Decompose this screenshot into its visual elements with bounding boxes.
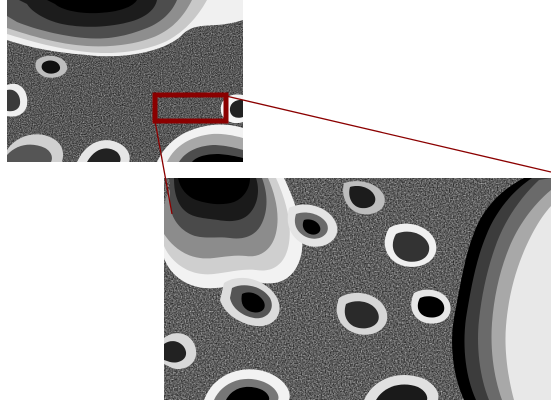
fractal-zoomed-svg — [164, 178, 551, 400]
overview-bottom-bulbs — [7, 124, 243, 162]
overview-left-bulbs — [7, 55, 68, 117]
fractal-overview-image — [7, 0, 243, 162]
fractal-zoomed-image — [164, 178, 551, 400]
fractal-overview-svg — [7, 0, 243, 162]
zoomed-top-left-bulb — [164, 178, 303, 289]
overview-top-bulb — [7, 0, 243, 57]
zoomed-bottom-bulbs — [164, 333, 439, 400]
zoomed-middle-bulbs — [220, 181, 451, 335]
connector-line-right — [225, 95, 551, 173]
zoomed-right-bulb — [452, 178, 551, 400]
